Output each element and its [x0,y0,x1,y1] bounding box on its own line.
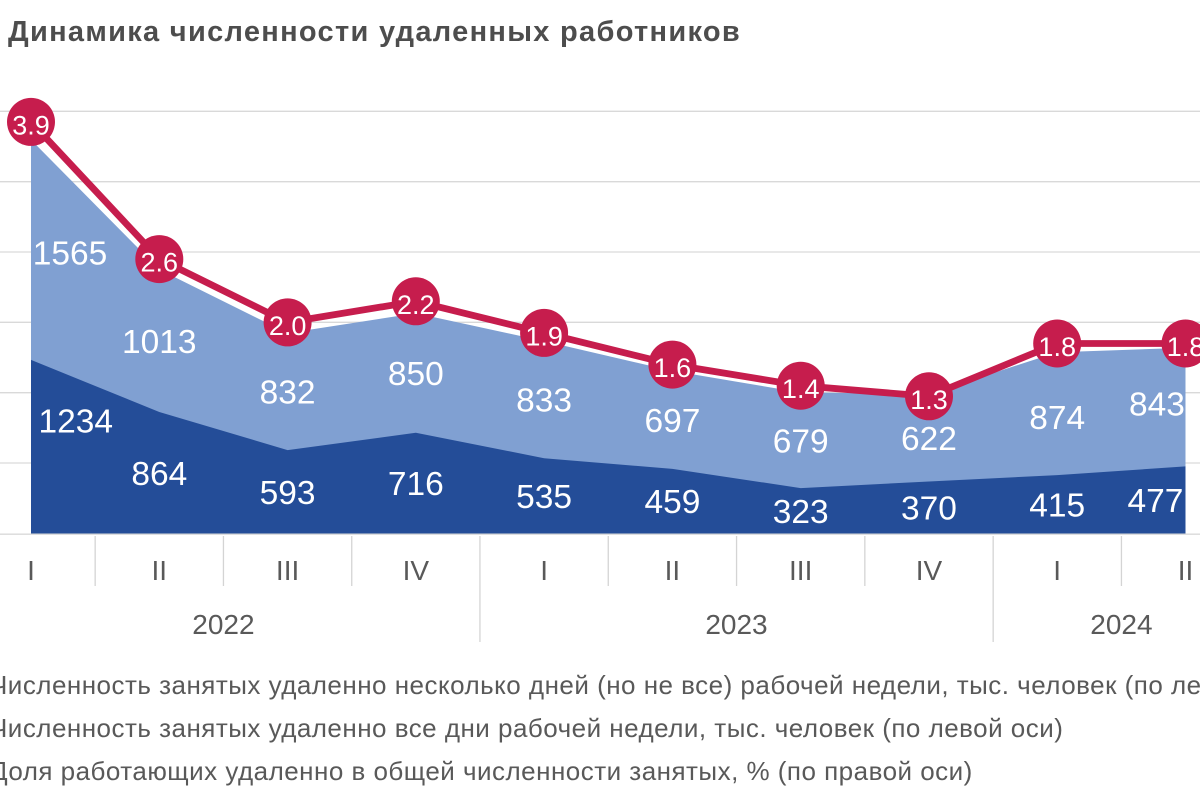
svg-text:2.0: 2.0 [269,311,307,341]
svg-text:2.2: 2.2 [397,290,435,320]
svg-text:Численность занятых удаленно в: Численность занятых удаленно все дни раб… [0,713,1063,743]
svg-text:697: 697 [644,403,700,440]
svg-text:323: 323 [773,494,829,531]
svg-text:3.9: 3.9 [12,110,50,140]
svg-text:679: 679 [773,423,829,460]
svg-text:III: III [276,555,299,586]
svg-text:I: I [540,555,548,586]
svg-text:1565: 1565 [33,236,108,273]
svg-text:415: 415 [1029,487,1085,524]
svg-text:833: 833 [516,383,572,420]
svg-text:2.6: 2.6 [141,248,179,278]
svg-text:832: 832 [260,375,316,412]
svg-text:I: I [1053,555,1061,586]
svg-text:370: 370 [901,491,957,528]
svg-text:II: II [1178,555,1194,586]
svg-text:1.8: 1.8 [1167,332,1200,362]
svg-text:593: 593 [260,475,316,512]
svg-text:1234: 1234 [39,404,114,441]
svg-text:1.3: 1.3 [910,385,948,415]
svg-text:Доля работающих удаленно в общ: Доля работающих удаленно в общей численн… [0,756,973,786]
svg-text:II: II [665,555,681,586]
svg-text:1.4: 1.4 [782,374,820,404]
svg-text:850: 850 [388,356,444,393]
svg-text:2022: 2022 [192,609,254,640]
svg-text:Численность занятых удаленно н: Численность занятых удаленно несколько д… [0,670,1200,700]
svg-text:I: I [27,555,35,586]
svg-text:Динамика численности удаленных: Динамика численности удаленных работнико… [8,16,741,48]
svg-text:716: 716 [388,466,444,503]
svg-text:1.9: 1.9 [525,321,563,351]
svg-text:IV: IV [916,555,943,586]
svg-text:1.8: 1.8 [1038,332,1076,362]
svg-text:II: II [152,555,168,586]
svg-text:843: 843 [1129,387,1185,424]
svg-text:459: 459 [644,484,700,521]
svg-text:IV: IV [403,555,430,586]
svg-text:864: 864 [131,456,187,493]
svg-text:1.6: 1.6 [654,353,692,383]
svg-text:535: 535 [516,479,572,516]
svg-text:874: 874 [1029,400,1085,437]
svg-text:477: 477 [1128,483,1184,520]
svg-text:2024: 2024 [1090,609,1152,640]
svg-text:1013: 1013 [122,324,197,361]
svg-text:2023: 2023 [705,609,767,640]
svg-text:III: III [789,555,812,586]
svg-text:622: 622 [901,421,957,458]
